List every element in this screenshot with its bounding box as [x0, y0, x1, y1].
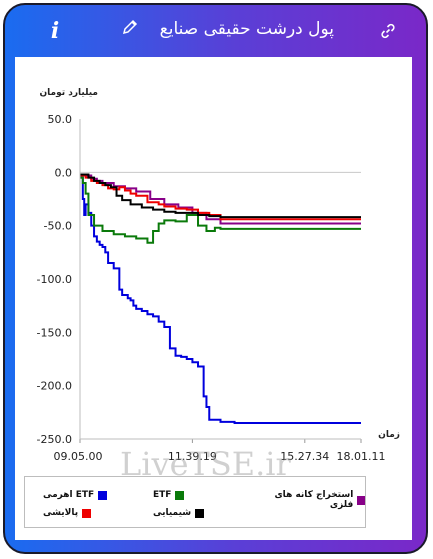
legend-item-metal-mining[interactable]: استخراج کانه های فلزی: [263, 490, 365, 510]
x-tick-label: 18.01.11: [337, 450, 386, 463]
y-tick-label: -150.0: [37, 326, 72, 339]
legend-label: ETF: [153, 490, 172, 500]
line-chart: میلیارد تومان زمان 50.0 0.0 -50.0 -100.0 -15…: [37, 88, 400, 463]
series-line-1: [80, 176, 361, 244]
link-icon-svg: [381, 23, 395, 39]
info-icon[interactable]: i: [50, 18, 60, 44]
y-tick-label: -50.0: [44, 220, 72, 233]
y-tick-label: -250.0: [37, 433, 72, 446]
legend-swatch: [98, 490, 108, 500]
link-icon[interactable]: [374, 17, 402, 45]
x-tick-label: 15.27.34: [280, 450, 329, 463]
legend-item-refinery[interactable]: پالایشی: [43, 508, 92, 518]
y-axis-label: میلیارد تومان: [39, 88, 98, 98]
header: i پول درشت حقیقی صنایع: [5, 5, 426, 57]
legend-swatch: [195, 508, 205, 518]
pencil-icon-svg: [122, 19, 138, 35]
series-line-0: [80, 173, 361, 424]
x-axis-label: زمان: [378, 430, 400, 440]
legend-item-etf-leveraged[interactable]: ETF اهرمی: [43, 490, 108, 500]
app-frame: i پول درشت حقیقی صنایع میلیارد تومان زما…: [3, 3, 428, 554]
series-line-4: [80, 173, 361, 219]
y-tick-label: 50.0: [48, 113, 73, 126]
pencil-icon[interactable]: [122, 19, 138, 39]
legend-label: ETF اهرمی: [43, 490, 95, 500]
page-title: پول درشت حقیقی صنایع: [159, 19, 334, 39]
legend-item-chemical[interactable]: شیمیایی: [153, 508, 205, 518]
x-tick-label: 11.39.19: [168, 450, 217, 463]
chart-legend: ETF اهرمی ETF استخراج کانه های فلزی پالا…: [24, 476, 366, 528]
y-tick-label: -100.0: [37, 273, 72, 286]
x-tick-label: 09.05.00: [54, 450, 103, 463]
y-tick-label: 0.0: [55, 166, 73, 179]
legend-label: شیمیایی: [153, 508, 192, 518]
legend-swatch: [82, 508, 92, 518]
legend-label: پالایشی: [43, 508, 79, 518]
legend-item-etf[interactable]: ETF: [153, 490, 185, 500]
legend-swatch: [357, 495, 365, 505]
legend-label: استخراج کانه های فلزی: [274, 490, 354, 510]
y-tick-label: -200.0: [37, 380, 72, 393]
legend-swatch: [175, 490, 185, 500]
chart-panel: میلیارد تومان زمان 50.0 0.0 -50.0 -100.0 -15…: [15, 57, 412, 540]
